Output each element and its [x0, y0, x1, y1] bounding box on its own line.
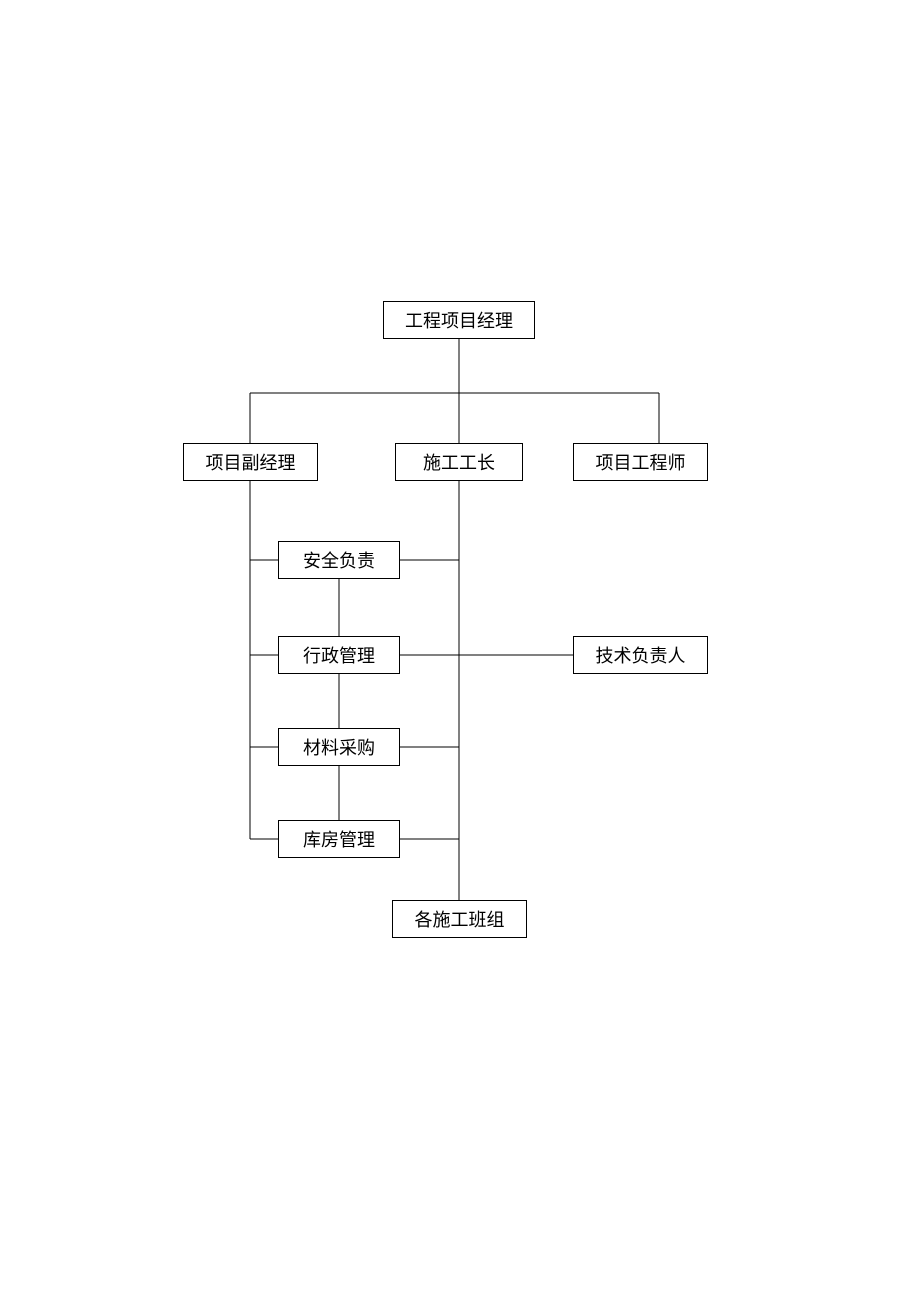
node-procurement: 材料采购: [278, 728, 400, 766]
node-label: 各施工班组: [415, 906, 505, 932]
node-label: 施工工长: [423, 449, 495, 475]
node-deputy-manager: 项目副经理: [183, 443, 318, 481]
connector-lines: [0, 0, 920, 1302]
node-label: 行政管理: [303, 642, 375, 668]
node-admin: 行政管理: [278, 636, 400, 674]
node-label: 项目工程师: [596, 449, 686, 475]
node-project-engineer: 项目工程师: [573, 443, 708, 481]
node-project-manager: 工程项目经理: [383, 301, 535, 339]
node-label: 库房管理: [303, 826, 375, 852]
node-warehouse: 库房管理: [278, 820, 400, 858]
node-label: 工程项目经理: [405, 307, 513, 333]
node-label: 技术负责人: [596, 642, 686, 668]
node-teams: 各施工班组: [392, 900, 527, 938]
node-label: 材料采购: [303, 734, 375, 760]
node-label: 项目副经理: [206, 449, 296, 475]
node-foreman: 施工工长: [395, 443, 523, 481]
node-label: 安全负责: [303, 547, 375, 573]
node-tech-lead: 技术负责人: [573, 636, 708, 674]
node-safety: 安全负责: [278, 541, 400, 579]
